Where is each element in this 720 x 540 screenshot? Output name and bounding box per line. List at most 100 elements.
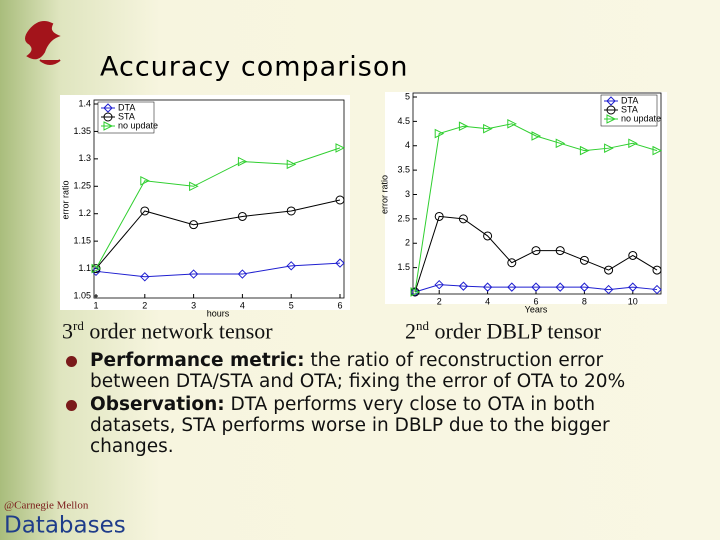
point xyxy=(286,261,296,271)
point xyxy=(434,211,444,221)
plot-area xyxy=(412,92,662,295)
university: @Carnegie Mellon xyxy=(4,500,89,512)
point xyxy=(603,284,614,295)
point xyxy=(531,282,541,292)
point xyxy=(507,119,517,129)
line xyxy=(95,147,341,269)
y-tick-label: 5 xyxy=(405,91,410,101)
point xyxy=(335,258,345,268)
x-tick-label: 6 xyxy=(337,300,342,310)
y-tick-label: 1.35 xyxy=(73,126,91,136)
point xyxy=(555,282,565,292)
point xyxy=(335,195,345,205)
point xyxy=(628,138,638,149)
slide-title: Accuracy comparison xyxy=(100,52,409,83)
line xyxy=(414,123,658,293)
point xyxy=(286,206,296,216)
x-tick-label: 1 xyxy=(93,300,98,310)
line xyxy=(95,199,341,269)
y-tick-label: 3.5 xyxy=(397,165,410,175)
point xyxy=(458,281,469,291)
point xyxy=(237,211,247,221)
legend-marker xyxy=(103,103,113,113)
point xyxy=(482,282,493,292)
y-tick-label: 4.5 xyxy=(397,116,410,126)
x-tick-label: 10 xyxy=(628,296,638,306)
x-tick-label: 5 xyxy=(289,300,294,310)
point xyxy=(628,250,638,260)
point xyxy=(483,123,493,134)
y-tick-label: 1.5 xyxy=(397,262,410,272)
point xyxy=(555,246,565,256)
group: Databases xyxy=(4,513,126,539)
point xyxy=(91,263,102,274)
legend-label: STA xyxy=(118,111,135,121)
point xyxy=(579,282,590,292)
line xyxy=(414,284,658,293)
line xyxy=(95,262,341,278)
point xyxy=(286,159,297,170)
line xyxy=(414,215,658,293)
x-tick-label: 3 xyxy=(191,300,196,310)
x-tick-label: 4 xyxy=(485,296,490,306)
y-tick-label: 1.3 xyxy=(78,153,91,163)
legend-label: no update xyxy=(621,113,661,123)
legend-label: no update xyxy=(118,120,158,130)
point xyxy=(652,145,663,156)
point xyxy=(531,131,542,141)
point xyxy=(434,279,444,290)
point xyxy=(579,145,590,156)
point xyxy=(188,269,199,279)
bullet: Observation: DTA performs very close to … xyxy=(66,394,686,457)
point xyxy=(140,272,150,282)
legend-label: STA xyxy=(621,104,638,114)
point xyxy=(237,269,248,279)
legend-marker xyxy=(606,114,617,124)
bullets: Performance metric: the ratio of reconst… xyxy=(66,350,686,459)
point xyxy=(507,258,517,268)
logo xyxy=(25,21,61,65)
bullet: Performance metric: the ratio of reconst… xyxy=(66,350,686,392)
caption: 2nd order DBLP tensor xyxy=(405,318,602,344)
point xyxy=(652,284,662,295)
legend-marker xyxy=(103,112,113,122)
y-tick-label: 1.1 xyxy=(78,263,91,273)
point xyxy=(507,282,517,292)
point xyxy=(483,231,493,241)
point xyxy=(410,287,421,297)
x-tick-label: 6 xyxy=(533,296,538,306)
legend-marker xyxy=(103,121,114,131)
point xyxy=(91,266,101,277)
y-tick-label: 1.05 xyxy=(73,290,91,300)
point xyxy=(579,255,589,265)
y-tick-label: 1.2 xyxy=(78,208,91,218)
x-tick-label: 2 xyxy=(437,296,442,306)
point xyxy=(604,265,614,275)
y-tick-label: 1.25 xyxy=(73,181,91,191)
legend-marker xyxy=(606,96,616,106)
y-tick-label: 1.4 xyxy=(78,98,91,108)
point xyxy=(555,138,566,149)
point xyxy=(335,143,346,153)
legend-label: DTA xyxy=(621,95,638,105)
caption: 3rd order network tensor xyxy=(62,318,273,344)
y-axis-label: error ratio xyxy=(379,175,389,214)
point xyxy=(458,121,469,132)
x-axis-label: hours xyxy=(207,308,230,318)
chart-frame xyxy=(385,92,667,304)
point xyxy=(189,181,199,192)
x-tick-label: 2 xyxy=(142,300,147,310)
legend-marker xyxy=(606,105,616,115)
y-tick-label: 2 xyxy=(405,238,410,248)
y-tick-label: 2.5 xyxy=(397,213,410,223)
point xyxy=(189,220,199,230)
y-tick-label: 3 xyxy=(405,189,410,199)
point xyxy=(434,128,445,139)
point xyxy=(458,214,468,224)
point xyxy=(531,246,541,256)
x-tick-label: 8 xyxy=(582,296,587,306)
point xyxy=(628,282,638,292)
y-axis-label: error ratio xyxy=(60,180,70,219)
y-tick-label: 1.15 xyxy=(73,236,91,246)
